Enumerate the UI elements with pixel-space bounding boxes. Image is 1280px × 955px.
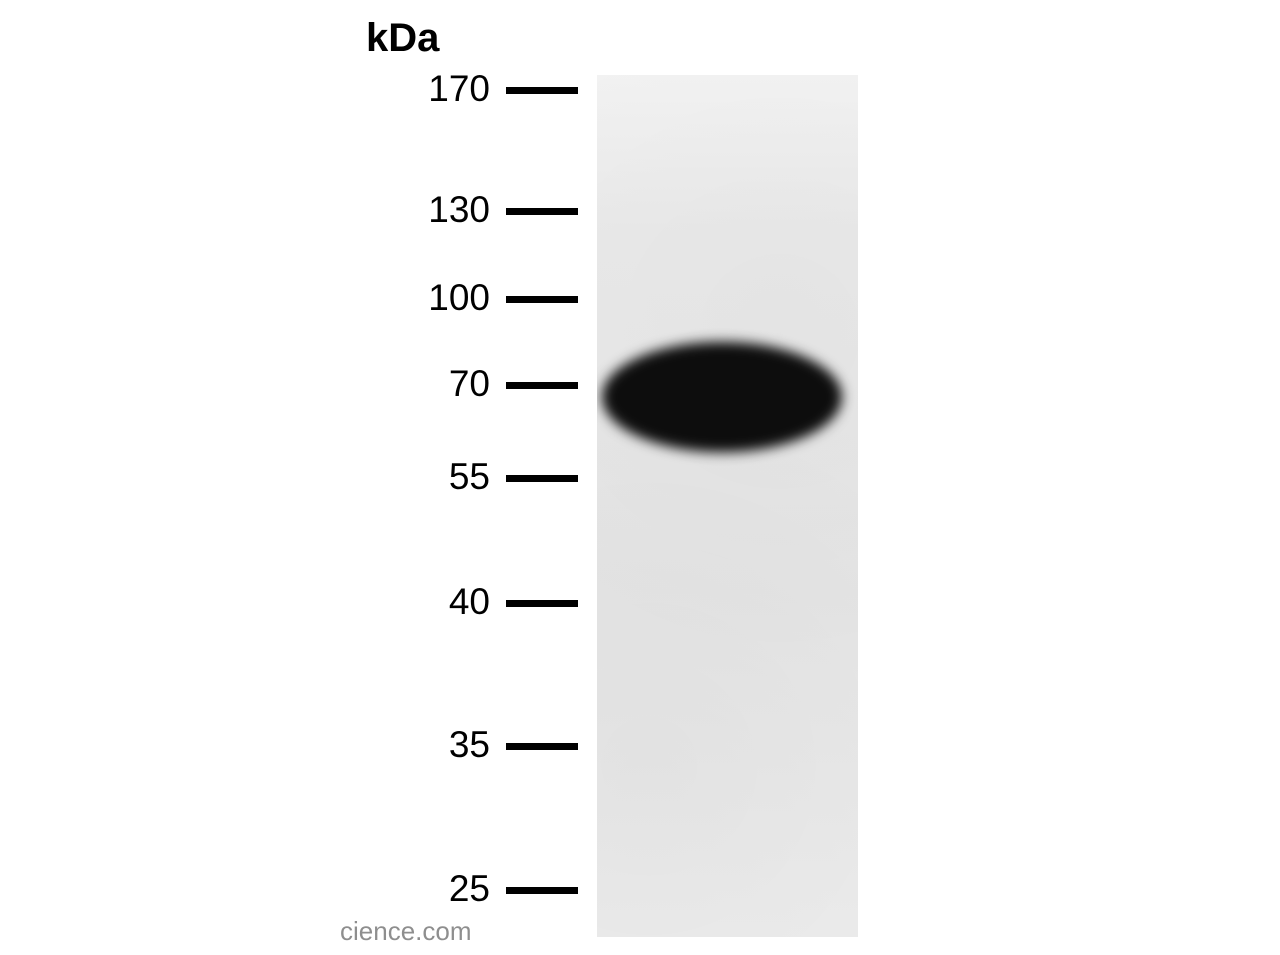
tick-mark-35 — [506, 743, 578, 750]
tick-mark-170 — [506, 87, 578, 94]
tick-mark-130 — [506, 208, 578, 215]
tick-label-55: 55 — [449, 456, 490, 498]
tick-label-35: 35 — [449, 724, 490, 766]
western-blot-lane — [597, 75, 858, 937]
tick-mark-40 — [506, 600, 578, 607]
kda-heading: kDa — [366, 16, 439, 61]
band-core — [602, 342, 842, 452]
tick-label-130: 130 — [428, 189, 490, 231]
tick-label-70: 70 — [449, 363, 490, 405]
tick-mark-55 — [506, 475, 578, 482]
tick-mark-70 — [506, 382, 578, 389]
tick-label-100: 100 — [428, 277, 490, 319]
tick-mark-100 — [506, 296, 578, 303]
tick-mark-25 — [506, 887, 578, 894]
figure-canvas: kDa 170 130 100 70 55 40 35 25 cience.co… — [0, 0, 1280, 955]
tick-label-40: 40 — [449, 581, 490, 623]
tick-label-25: 25 — [449, 868, 490, 910]
watermark-text: cience.com — [340, 916, 472, 947]
tick-label-170: 170 — [428, 68, 490, 110]
